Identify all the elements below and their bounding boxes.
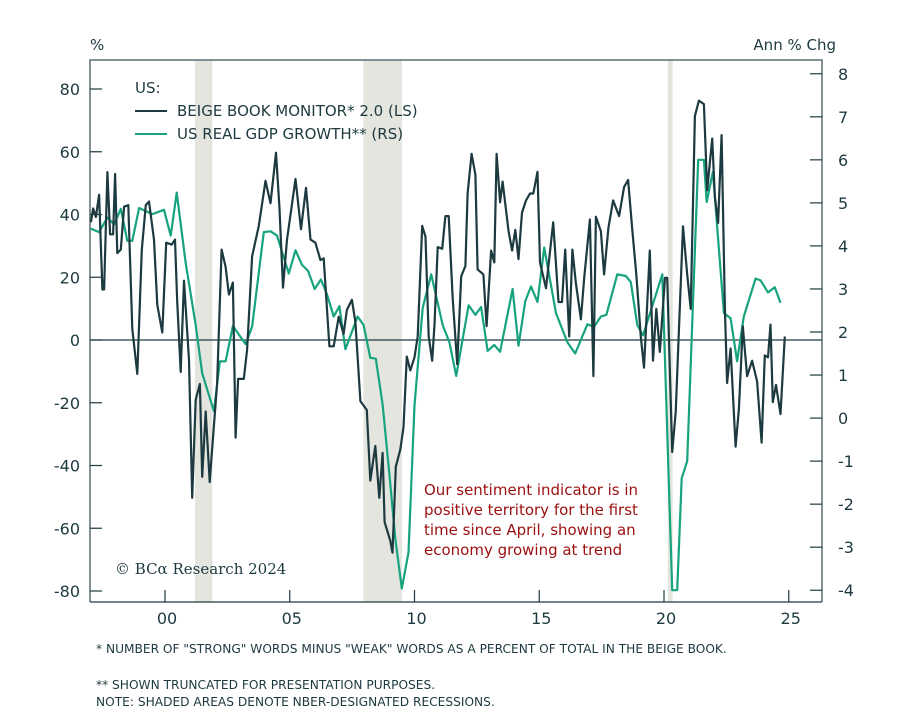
series-line-gdp	[90, 158, 782, 592]
right-tick-label: 2	[838, 323, 848, 342]
right-tick-label: 1	[838, 366, 848, 385]
left-tick-label: 20	[60, 268, 80, 287]
recession-band	[667, 60, 673, 602]
footnote-1: * NUMBER OF "STRONG" WORDS MINUS "WEAK" …	[96, 642, 727, 656]
right-tick-label: -1	[838, 452, 854, 471]
left-tick-label: 60	[60, 143, 80, 162]
x-tick-label: 20	[656, 609, 676, 628]
left-tick-label: -80	[54, 582, 80, 601]
copyright-logo: © BCα Research 2024	[115, 560, 287, 578]
legend-item-gdp: US REAL GDP GROWTH** (RS)	[135, 122, 418, 145]
left-axis-label: %	[90, 36, 105, 54]
legend-label-beige-book: BEIGE BOOK MONITOR* 2.0 (LS)	[177, 101, 418, 120]
left-tick-label: -40	[54, 457, 80, 476]
series-line-beige-book	[89, 99, 786, 554]
left-tick-label: -20	[54, 394, 80, 413]
legend-item-beige-book: BEIGE BOOK MONITOR* 2.0 (LS)	[135, 99, 418, 122]
right-tick-label: 3	[838, 280, 848, 299]
right-tick-label: -3	[838, 538, 854, 557]
left-tick-label: 80	[60, 80, 80, 99]
x-tick-label: 10	[406, 609, 426, 628]
right-tick-label: 0	[838, 409, 848, 428]
legend-title: US:	[135, 78, 161, 97]
recession-band	[363, 60, 403, 602]
left-tick-label: -60	[54, 519, 80, 538]
right-tick-label: 6	[838, 151, 848, 170]
right-tick-label: 4	[838, 237, 848, 256]
right-tick-label: 7	[838, 108, 848, 127]
right-tick-label: 8	[838, 65, 848, 84]
left-tick-label: 0	[70, 331, 80, 350]
right-tick-label: -4	[838, 581, 854, 600]
annotation: Our sentiment indicator is in positive t…	[424, 481, 639, 559]
footnote-2: ** SHOWN TRUNCATED FOR PRESENTATION PURP…	[96, 678, 436, 692]
legend: US: BEIGE BOOK MONITOR* 2.0 (LS) US REAL…	[135, 76, 418, 145]
legend-swatch-beige-book	[135, 109, 167, 112]
x-tick-label: 05	[282, 609, 302, 628]
right-axis-label: Ann % Chg	[753, 36, 836, 54]
plot-frame	[89, 59, 823, 602]
x-tick-label: 15	[531, 609, 551, 628]
right-tick-label: -2	[838, 495, 854, 514]
x-tick-label: 00	[157, 609, 177, 628]
legend-label-gdp: US REAL GDP GROWTH** (RS)	[177, 124, 404, 143]
footnote-3: NOTE: SHADED AREAS DENOTE NBER-DESIGNATE…	[96, 695, 495, 709]
x-tick-label: 25	[781, 609, 801, 628]
left-tick-label: 40	[60, 206, 80, 225]
legend-swatch-gdp	[135, 132, 167, 135]
right-tick-label: 5	[838, 194, 848, 213]
